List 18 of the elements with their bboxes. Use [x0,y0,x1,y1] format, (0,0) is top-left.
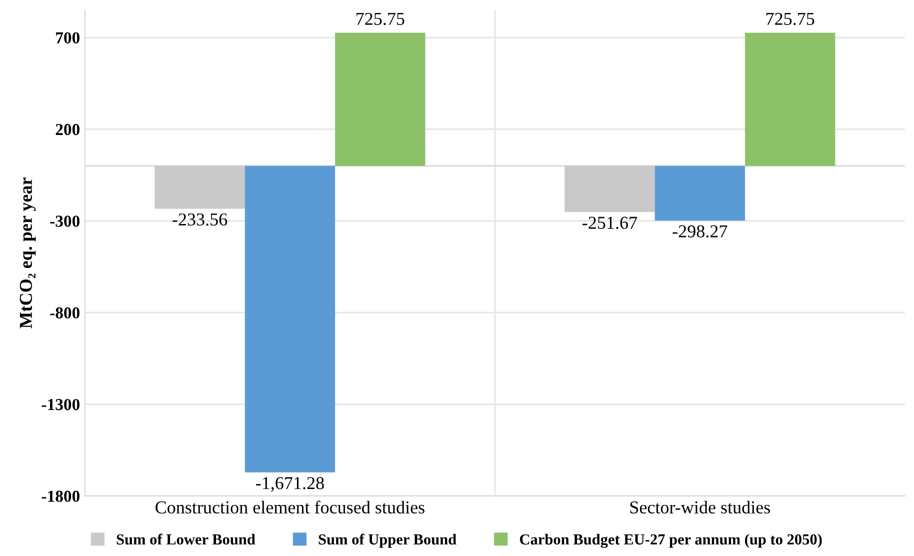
legend-label: Sum of Lower Bound [116,534,256,545]
legend-label: Sum of Upper Bound [318,534,456,548]
x-tick-label: Sector-wide studies [630,500,770,514]
y-tick-label: -1300 [42,398,80,410]
y-tick-label: 700 [56,32,80,44]
data-label: 725.75 [766,12,814,26]
y-tick-label: 200 [56,124,80,136]
data-label: 725.75 [356,12,404,26]
x-tick-label: Construction element focused studies [156,500,424,514]
y-axis-title: MtCO₂ eq. per year [20,178,36,328]
y-tick-label: -800 [50,307,80,319]
y-tick-label: -1800 [42,490,80,502]
y-tick-label: -300 [50,216,80,227]
data-label: -251.67 [582,216,638,229]
data-label: -1,671.28 [256,477,324,492]
legend-label: Carbon Budget EU-27 per annum (up to 2050) [520,534,822,548]
data-label: -233.56 [172,213,228,226]
data-label: -298.27 [672,225,728,238]
